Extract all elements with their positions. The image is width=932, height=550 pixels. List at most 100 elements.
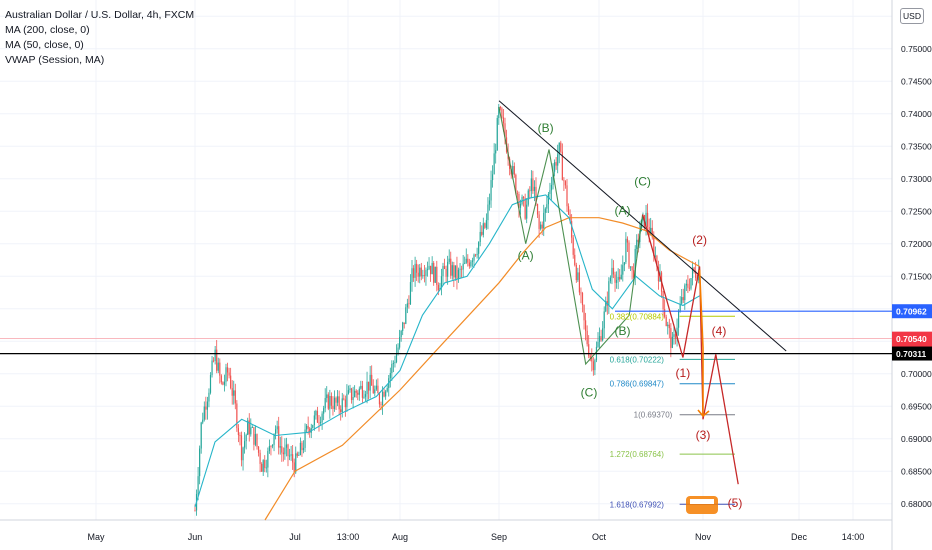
- candle-body[interactable]: [665, 316, 667, 327]
- candle-body[interactable]: [330, 396, 332, 406]
- candle-body[interactable]: [352, 396, 354, 400]
- candle-body[interactable]: [605, 301, 607, 312]
- candle-body[interactable]: [316, 410, 319, 423]
- candle-body[interactable]: [228, 372, 230, 376]
- candle-body[interactable]: [214, 349, 216, 361]
- candle-body[interactable]: [337, 396, 339, 403]
- candle-body[interactable]: [344, 399, 346, 408]
- candle-body[interactable]: [470, 261, 472, 267]
- candle-body[interactable]: [363, 396, 365, 398]
- candle-body[interactable]: [332, 405, 334, 410]
- candle-body[interactable]: [436, 266, 438, 285]
- candle-body[interactable]: [611, 267, 613, 278]
- candle-body[interactable]: [577, 272, 579, 281]
- candle-body[interactable]: [578, 272, 580, 293]
- candle-body[interactable]: [671, 336, 673, 348]
- candle-body[interactable]: [626, 238, 629, 243]
- candle-body[interactable]: [602, 328, 604, 341]
- candle-body[interactable]: [386, 388, 388, 392]
- candle-body[interactable]: [197, 476, 199, 495]
- candle-body[interactable]: [409, 282, 412, 305]
- candle-body[interactable]: [645, 212, 647, 229]
- candle-body[interactable]: [296, 453, 298, 456]
- candle-body[interactable]: [691, 267, 694, 279]
- candle-body[interactable]: [515, 174, 517, 194]
- candle-body[interactable]: [594, 360, 596, 371]
- candle-body[interactable]: [287, 444, 289, 457]
- candle-body[interactable]: [688, 287, 691, 289]
- candle-body[interactable]: [682, 297, 684, 301]
- candle-body[interactable]: [454, 265, 456, 278]
- candle-body[interactable]: [554, 162, 556, 172]
- candle-body[interactable]: [471, 260, 474, 262]
- candle-body[interactable]: [538, 214, 540, 229]
- candle-body[interactable]: [343, 398, 345, 400]
- candle-body[interactable]: [327, 394, 329, 409]
- candle-body[interactable]: [423, 275, 425, 277]
- candle-body[interactable]: [650, 227, 652, 235]
- candle-body[interactable]: [341, 398, 343, 412]
- candle-body[interactable]: [237, 428, 239, 436]
- candle-body[interactable]: [403, 322, 405, 324]
- candle-body[interactable]: [414, 263, 416, 278]
- candle-body[interactable]: [467, 258, 469, 263]
- candle-body[interactable]: [223, 381, 226, 385]
- candle-body[interactable]: [629, 266, 632, 268]
- candle-body[interactable]: [377, 385, 379, 394]
- candle-body[interactable]: [428, 265, 430, 270]
- candle-body[interactable]: [220, 375, 222, 383]
- candle-body[interactable]: [259, 452, 261, 464]
- candle-body[interactable]: [301, 442, 303, 451]
- candle-body[interactable]: [231, 388, 233, 396]
- candle-body[interactable]: [657, 266, 660, 282]
- descending-trendline[interactable]: [498, 100, 787, 352]
- candle-body[interactable]: [385, 391, 387, 397]
- candle-body[interactable]: [513, 166, 515, 175]
- candle-body[interactable]: [557, 154, 559, 166]
- candle-body[interactable]: [431, 262, 433, 275]
- candle-body[interactable]: [323, 408, 325, 414]
- candle-body[interactable]: [338, 396, 340, 410]
- candle-body[interactable]: [526, 204, 528, 219]
- candle-body[interactable]: [558, 142, 560, 155]
- candle-body[interactable]: [597, 341, 599, 347]
- candle-body[interactable]: [543, 212, 545, 229]
- candle-body[interactable]: [234, 390, 236, 404]
- candle-body[interactable]: [492, 174, 494, 181]
- candle-body[interactable]: [276, 426, 278, 430]
- candle-body[interactable]: [309, 428, 311, 433]
- candle-body[interactable]: [279, 446, 281, 448]
- candle-body[interactable]: [547, 193, 549, 205]
- candle-body[interactable]: [426, 269, 429, 271]
- candle-body[interactable]: [612, 267, 615, 275]
- candle-body[interactable]: [484, 223, 486, 228]
- candle-body[interactable]: [588, 344, 590, 356]
- candle-body[interactable]: [552, 171, 554, 185]
- candle-body[interactable]: [434, 266, 436, 283]
- candle-body[interactable]: [247, 420, 249, 435]
- candle-body[interactable]: [340, 409, 342, 412]
- candle-body[interactable]: [687, 283, 689, 288]
- candle-body[interactable]: [242, 447, 244, 461]
- candle-body[interactable]: [288, 455, 291, 457]
- candle-body[interactable]: [583, 305, 585, 321]
- candle-body[interactable]: [690, 278, 692, 289]
- candle-body[interactable]: [647, 212, 649, 227]
- candle-body[interactable]: [634, 248, 636, 278]
- currency-button[interactable]: USD: [900, 8, 924, 24]
- candle-body[interactable]: [676, 327, 678, 340]
- candle-body[interactable]: [448, 258, 450, 262]
- candle-body[interactable]: [368, 381, 370, 391]
- candle-body[interactable]: [371, 374, 373, 386]
- candle-body[interactable]: [614, 274, 616, 283]
- candle-body[interactable]: [527, 190, 529, 205]
- candle-body[interactable]: [321, 413, 323, 423]
- candle-body[interactable]: [619, 276, 621, 280]
- candle-body[interactable]: [271, 444, 274, 447]
- candle-body[interactable]: [284, 447, 286, 455]
- candle-body[interactable]: [518, 193, 520, 208]
- candle-body[interactable]: [211, 360, 213, 376]
- candle-body[interactable]: [422, 275, 424, 277]
- candle-body[interactable]: [462, 263, 464, 270]
